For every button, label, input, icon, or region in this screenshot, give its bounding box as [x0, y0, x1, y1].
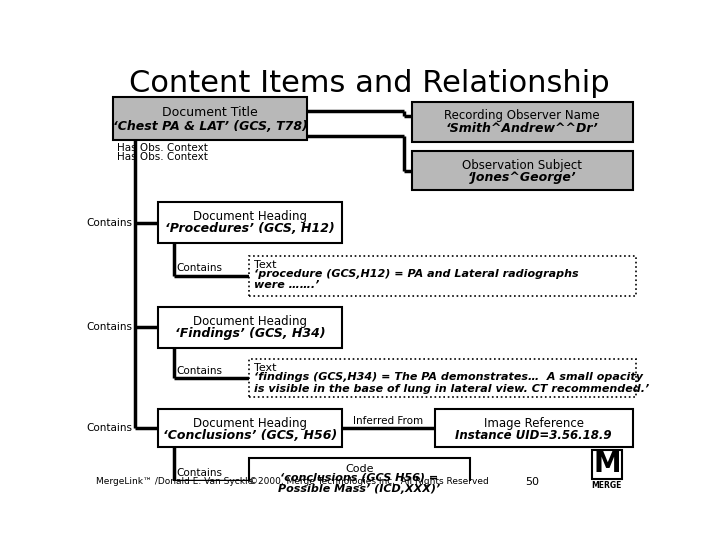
Text: ‘findings (GCS,H34) = The PA demonstrates…  A small opacity: ‘findings (GCS,H34) = The PA demonstrate… — [254, 372, 643, 382]
Bar — [412, 102, 632, 142]
Text: is visible in the base of lung in lateral view. CT recommended.’: is visible in the base of lung in latera… — [254, 383, 649, 394]
Text: Inferred From: Inferred From — [354, 416, 423, 426]
Text: ‘Conclusions’ (GCS, H56): ‘Conclusions’ (GCS, H56) — [163, 429, 337, 442]
Text: Code: Code — [345, 464, 374, 474]
Bar — [412, 151, 632, 190]
Bar — [249, 256, 636, 296]
Text: Contains: Contains — [176, 264, 222, 273]
Bar — [158, 409, 342, 448]
Text: Text: Text — [254, 260, 276, 269]
Text: ‘Findings’ (GCS, H34): ‘Findings’ (GCS, H34) — [175, 327, 325, 340]
Bar — [249, 359, 636, 397]
Text: Contains: Contains — [86, 423, 132, 433]
Text: were …….’: were …….’ — [254, 280, 320, 291]
Bar — [249, 457, 469, 504]
Text: ‘conclusions (GCS H56) =: ‘conclusions (GCS H56) = — [280, 473, 438, 483]
Text: M: M — [593, 450, 621, 478]
Text: Document Heading: Document Heading — [193, 417, 307, 430]
Bar — [158, 307, 342, 348]
Bar — [158, 202, 342, 244]
Text: Document Heading: Document Heading — [193, 210, 307, 222]
Text: Recording Observer Name: Recording Observer Name — [444, 110, 600, 123]
Text: MERGE: MERGE — [592, 481, 622, 490]
Text: Contains: Contains — [176, 366, 222, 376]
Text: Observation Subject: Observation Subject — [462, 159, 582, 172]
Text: Possible Mass’ (ICD,XXX)’: Possible Mass’ (ICD,XXX)’ — [278, 484, 441, 495]
Text: ‘Smith^Andrew^^Dr’: ‘Smith^Andrew^^Dr’ — [446, 122, 598, 135]
Text: ©2000, Merge Technologies Inc,  All Rights Reserved: ©2000, Merge Technologies Inc, All Right… — [249, 477, 489, 486]
Text: Content Items and Relationship: Content Items and Relationship — [129, 69, 609, 98]
Text: MergeLink™ /Donald E. Van Syckle: MergeLink™ /Donald E. Van Syckle — [96, 477, 253, 486]
Text: ‘Chest PA & LAT’ (GCS, T78): ‘Chest PA & LAT’ (GCS, T78) — [113, 120, 307, 133]
Bar — [593, 450, 621, 479]
Text: Has Obs. Context: Has Obs. Context — [117, 152, 208, 162]
Text: ‘Jones^George’: ‘Jones^George’ — [468, 171, 577, 184]
Text: Text: Text — [254, 363, 276, 373]
Text: Contains: Contains — [176, 468, 222, 478]
Bar — [113, 97, 307, 140]
Text: Image Reference: Image Reference — [484, 417, 584, 430]
Text: Instance UID=3.56.18.9: Instance UID=3.56.18.9 — [456, 429, 612, 442]
Text: ‘procedure (GCS,H12) = PA and Lateral radiographs: ‘procedure (GCS,H12) = PA and Lateral ra… — [254, 269, 579, 279]
Text: Document Heading: Document Heading — [193, 315, 307, 328]
Text: Document Title: Document Title — [162, 106, 258, 119]
Text: Contains: Contains — [86, 218, 132, 228]
Text: Contains: Contains — [86, 322, 132, 332]
Text: ‘Procedures’ (GCS, H12): ‘Procedures’ (GCS, H12) — [165, 222, 335, 235]
Bar — [435, 409, 632, 448]
Text: 50: 50 — [525, 477, 539, 487]
Text: Has Obs. Context: Has Obs. Context — [117, 143, 208, 153]
